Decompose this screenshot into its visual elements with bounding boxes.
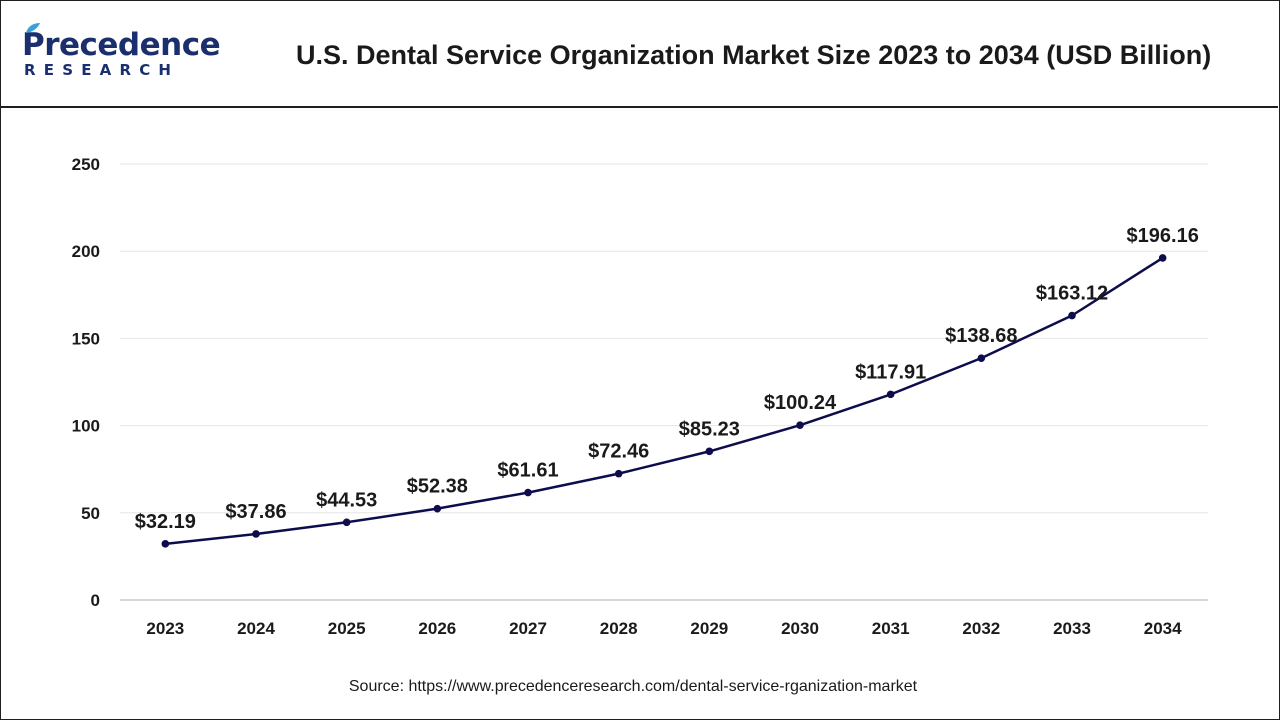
data-point	[1158, 254, 1167, 262]
x-tick-label: 2025	[328, 619, 366, 638]
chart-title: U.S. Dental Service Organization Market …	[296, 40, 1212, 70]
brand-name: Precedence	[22, 27, 221, 63]
y-tick-label: 250	[72, 155, 100, 174]
x-tick-label: 2029	[690, 619, 728, 638]
data-label: $100.24	[764, 392, 837, 414]
x-tick-label: 2027	[509, 619, 547, 638]
x-tick-label: 2024	[237, 619, 275, 638]
y-tick-label: 200	[72, 242, 100, 261]
brand-logo: Precedence RESEARCH	[22, 23, 221, 80]
x-tick-label: 2028	[600, 619, 638, 638]
header: Precedence RESEARCH U.S. Dental Service …	[0, 0, 1278, 108]
y-tick-label: 50	[81, 504, 100, 523]
data-point	[433, 504, 442, 513]
data-point	[886, 390, 895, 399]
data-label: $44.53	[316, 489, 377, 511]
data-label: $72.46	[588, 441, 649, 463]
x-tick-label: 2026	[418, 619, 456, 638]
data-point	[977, 354, 986, 362]
x-tick-label: 2034	[1144, 619, 1182, 638]
data-label: $52.38	[407, 476, 468, 498]
data-point	[614, 469, 623, 478]
data-label: $37.86	[225, 501, 286, 523]
data-label: $85.23	[679, 418, 740, 440]
x-tick-label: 2032	[962, 619, 1000, 638]
source-note: Source: https://www.precedenceresearch.c…	[348, 678, 918, 695]
y-tick-label: 0	[91, 591, 100, 610]
x-tick-label: 2030	[781, 619, 819, 638]
data-label: $61.61	[497, 460, 558, 482]
data-point	[796, 421, 804, 429]
data-point	[342, 518, 351, 527]
brand-subname: RESEARCH	[24, 61, 180, 79]
data-point	[161, 540, 170, 548]
data-point	[524, 488, 532, 497]
data-label: $163.12	[1036, 283, 1108, 305]
data-label: $196.16	[1127, 225, 1199, 247]
x-tick-label: 2023	[146, 619, 184, 638]
line-chart: 0 50 100 150 200 250 2023 2024 2025 2026 2027 2028…	[72, 155, 1208, 638]
data-label: $138.68	[945, 325, 1017, 347]
data-point	[1068, 311, 1076, 320]
data-point	[252, 530, 260, 538]
data-label: $117.91	[855, 361, 926, 383]
y-tick-label: 150	[72, 329, 100, 348]
data-point	[705, 447, 714, 456]
x-tick-label: 2033	[1053, 619, 1091, 638]
x-tick-label: 2031	[872, 619, 910, 638]
leaf-icon	[26, 23, 40, 33]
data-label: $32.19	[135, 511, 196, 533]
y-tick-label: 100	[72, 417, 100, 436]
series-line	[165, 256, 1164, 546]
